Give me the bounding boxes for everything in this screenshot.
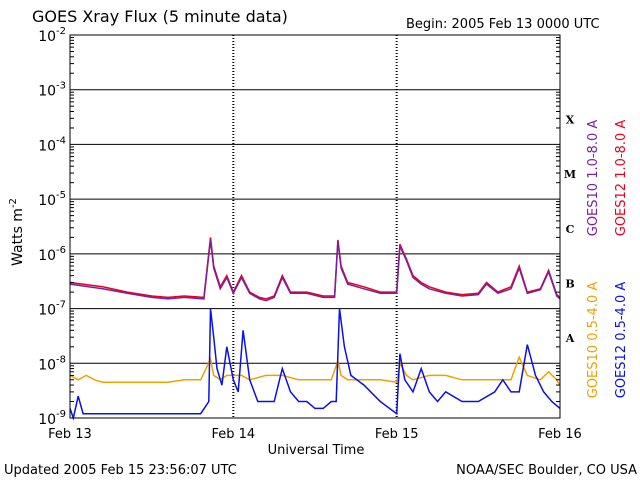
y-axis-label-group: Watts m-2 xyxy=(8,198,26,266)
legend-text-goes12-0-5-4-0-a: GOES12 0.5-4.0 A xyxy=(614,282,629,399)
footer-source: NOAA/SEC Boulder, CO USA xyxy=(456,463,637,478)
x-axis-label: Universal Time xyxy=(268,443,365,458)
flare-class-b: B xyxy=(565,277,574,290)
x-tick-labels: Feb 13 Feb 14 Feb 15 Feb 16 xyxy=(48,427,582,442)
y-tick-label-3: 10-5 xyxy=(38,190,66,209)
flare-class-labels: X M C B A xyxy=(564,113,576,345)
y-axis-label-text: Watts m xyxy=(10,208,26,266)
legend-text-goes10-1-0-8-0-a: GOES10 1.0-8.0 A xyxy=(586,120,601,237)
flare-class-c: C xyxy=(566,223,575,236)
flare-class-m: M xyxy=(564,168,576,181)
y-tick-labels: 10-2 10-3 10-4 10-5 10-6 10-7 10-8 10-9 xyxy=(38,26,66,428)
legend-text-goes12-1-0-8-0-a: GOES12 1.0-8.0 A xyxy=(614,120,629,237)
plot-frame xyxy=(69,34,561,419)
y-tick-label-7: 10-9 xyxy=(38,409,66,428)
series-line-goes10-0-5-4-0-a xyxy=(69,355,561,386)
x-tick-label-1: Feb 14 xyxy=(211,427,255,442)
x-tick-label-0: Feb 13 xyxy=(48,427,92,442)
x-tick-label-3: Feb 16 xyxy=(538,427,582,442)
y-tick-label-2: 10-4 xyxy=(38,135,66,154)
series-line-goes10-1-0-8-0-a xyxy=(69,239,561,302)
grid-lines xyxy=(70,34,560,419)
legend-item-1: GOES12 0.5-4.0 A xyxy=(614,282,629,399)
y-tick-label-5: 10-7 xyxy=(38,300,66,319)
footer-updated: Updated 2005 Feb 15 23:56:07 UTC xyxy=(4,463,237,478)
begin-label: Begin: 2005 Feb 13 0000 UTC xyxy=(406,17,600,32)
y-tick-label-4: 10-6 xyxy=(38,245,66,264)
y-axis-label-sup: -2 xyxy=(8,198,19,208)
legend-long-wavelength: GOES10 1.0-8.0 A GOES12 1.0-8.0 A xyxy=(586,120,629,237)
series-line-goes12-0-5-4-0-a xyxy=(69,308,561,421)
legend-item-1: GOES12 1.0-8.0 A xyxy=(614,120,629,237)
x-tick-label-2: Feb 15 xyxy=(375,427,419,442)
y-tick-label-6: 10-8 xyxy=(38,354,66,373)
flare-class-a: A xyxy=(565,332,575,345)
legend-item-0: GOES10 1.0-8.0 A xyxy=(586,120,601,237)
flare-class-x: X xyxy=(566,113,575,126)
chart-title: GOES Xray Flux (5 minute data) xyxy=(32,7,288,26)
legend-text-goes10-0-5-4-0-a: GOES10 0.5-4.0 A xyxy=(586,282,601,399)
y-tick-label-0: 10-2 xyxy=(38,26,66,45)
y-axis-label: Watts m-2 xyxy=(8,198,26,266)
legend-short-wavelength: GOES10 0.5-4.0 A GOES12 0.5-4.0 A xyxy=(586,282,629,399)
legend-item-0: GOES10 0.5-4.0 A xyxy=(586,282,601,399)
axes xyxy=(69,34,561,419)
series-layer xyxy=(69,237,561,421)
series-line-goes12-1-0-8-0-a xyxy=(69,237,561,300)
y-tick-label-1: 10-3 xyxy=(38,81,66,100)
